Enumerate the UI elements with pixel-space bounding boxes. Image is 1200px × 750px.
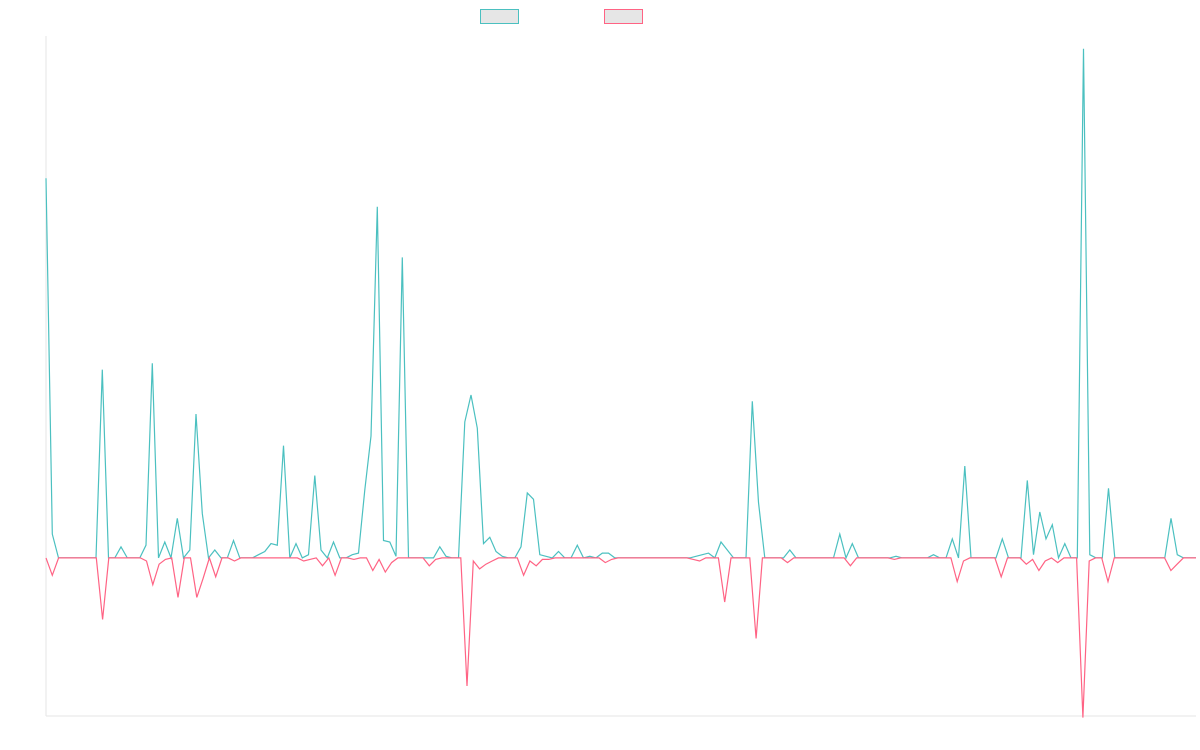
series-layer [45,48,1196,718]
legend-item-series-1[interactable] [480,9,519,24]
series-line-2 [45,555,1196,718]
legend-item-series-2[interactable] [604,9,643,24]
series-line-1 [45,48,1196,561]
